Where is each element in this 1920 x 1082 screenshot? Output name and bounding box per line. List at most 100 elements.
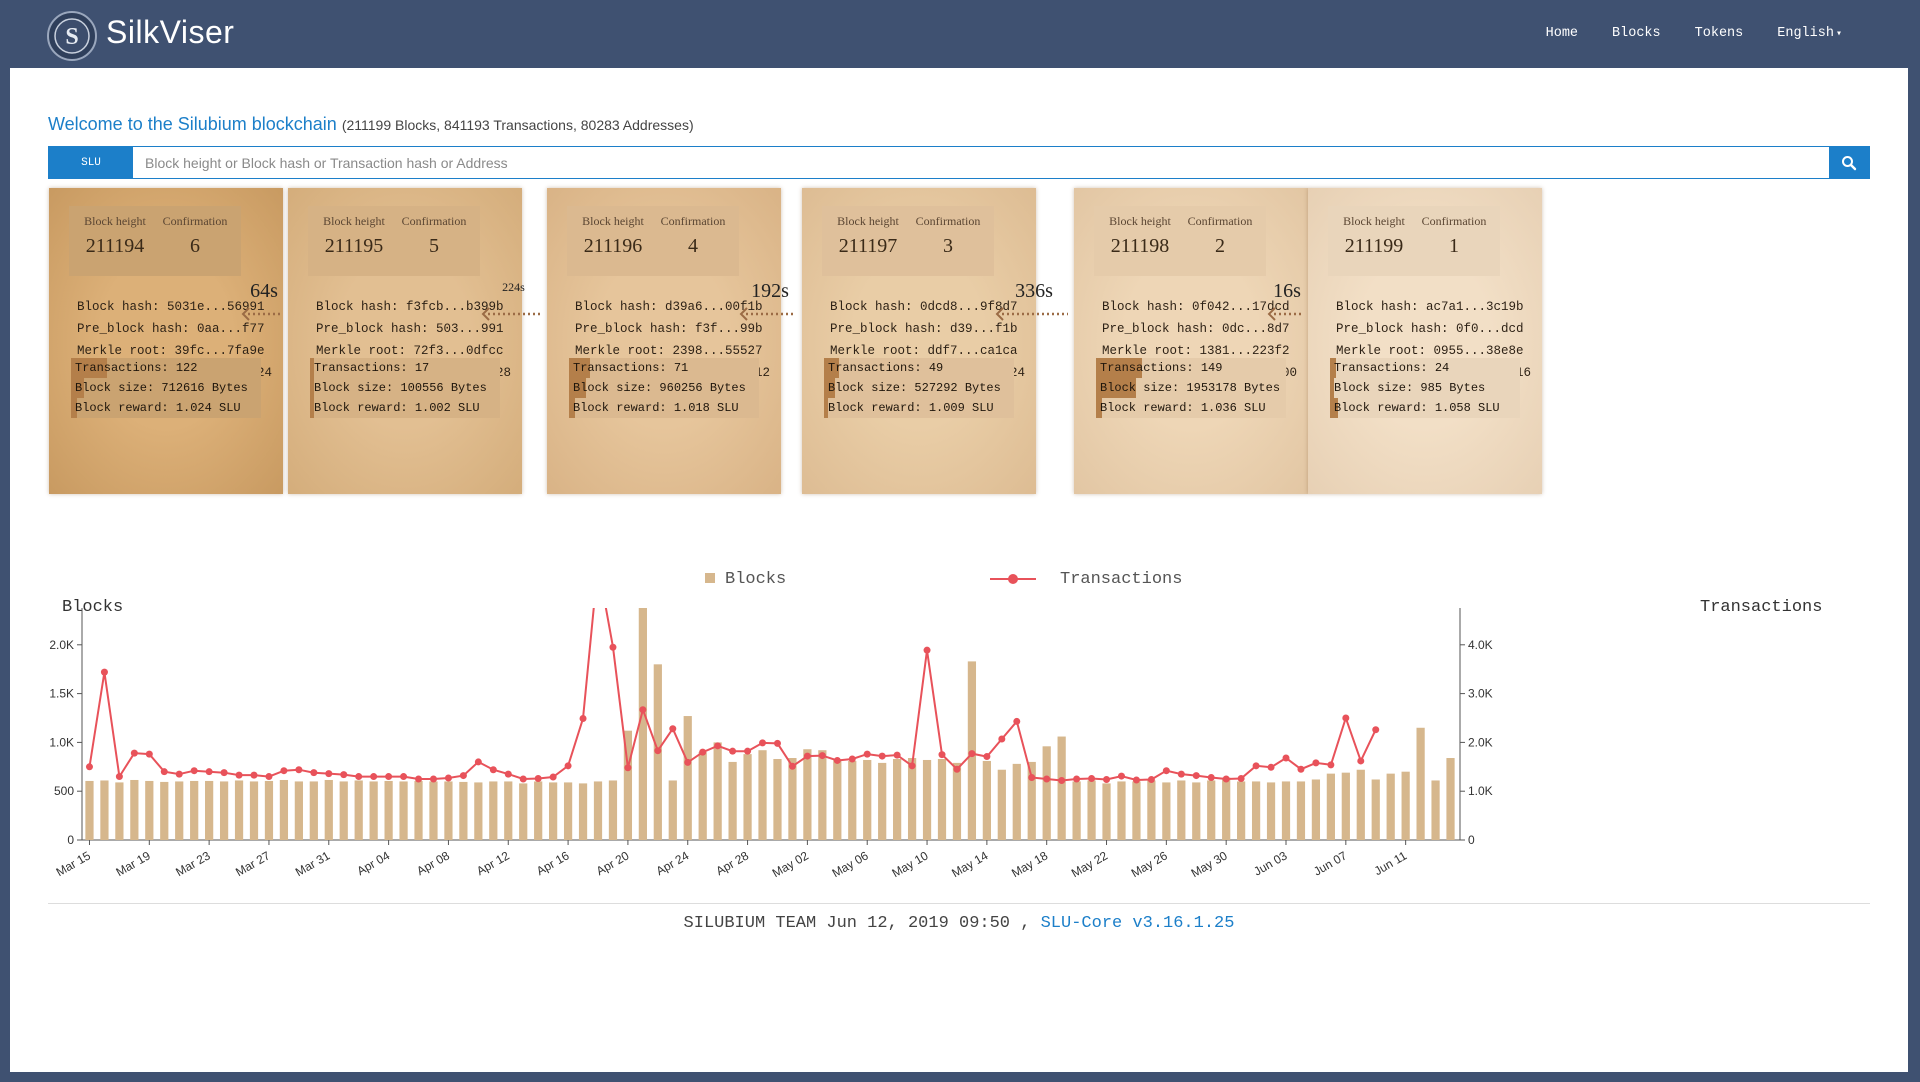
block-card[interactable]: Block height 211194 Confirmation 6 Block has… xyxy=(49,188,283,494)
footer-version-link[interactable]: SLU-Core v3.16.1.25 xyxy=(1040,914,1235,933)
block-hash[interactable]: Block hash: f3fcb...b399b xyxy=(316,300,504,314)
nav-tokens[interactable]: Tokens xyxy=(1694,26,1744,41)
block-card[interactable]: Block height 211196 Confirmation 4 Block has… xyxy=(547,188,781,494)
transactions-point xyxy=(998,735,1006,743)
block-hash[interactable]: Block hash: 0dcd8...9f8d7 xyxy=(830,300,1018,314)
blocks-bar xyxy=(459,781,468,840)
transactions-point xyxy=(444,774,452,782)
y-left-tick-label: 1.0K xyxy=(49,735,74,749)
block-card[interactable]: Block height 211195 Confirmation 5 Block has… xyxy=(288,188,522,494)
block-prev[interactable]: Pre_block hash: 0dc...8d7 xyxy=(1102,322,1290,336)
transactions-point xyxy=(474,758,482,766)
legend-bar-swatch xyxy=(705,573,715,583)
block-merkle: Merkle root: 72f3...0dfcc xyxy=(316,344,504,358)
block-tx-bar: Transactions: 24 xyxy=(1330,358,1520,378)
block-prev[interactable]: Pre_block hash: f3f...99b xyxy=(575,322,763,336)
block-height-box: Block height 211198 xyxy=(1094,206,1186,276)
blocks-bar xyxy=(788,758,797,840)
y-right-tick-label: 0 xyxy=(1468,833,1475,847)
block-height-value[interactable]: 211197 xyxy=(838,235,898,257)
block-card[interactable]: Block height 211197 Confirmation 3 Block has… xyxy=(802,188,1036,494)
transactions-point xyxy=(848,755,856,763)
confirmation-label: Confirmation xyxy=(660,214,726,228)
block-hash[interactable]: Block hash: ac7a1...3c19b xyxy=(1336,300,1524,314)
block-hash[interactable]: Block hash: d39a6...00f1b xyxy=(575,300,763,314)
blocks-bar xyxy=(1027,761,1036,840)
block-size-text: Block size: 960256 Bytes xyxy=(573,381,746,395)
block-prev[interactable]: Pre_block hash: 0aa...f77 xyxy=(77,322,265,336)
block-height-value[interactable]: 211195 xyxy=(324,235,384,257)
brand-name[interactable]: SilkViser xyxy=(106,14,235,50)
search-input[interactable] xyxy=(133,147,1829,178)
block-size-bar: Block size: 712616 Bytes xyxy=(71,378,261,398)
x-tick-label: May 22 xyxy=(1069,848,1110,880)
legend-line-swatch xyxy=(990,573,1036,584)
block-hash[interactable]: Block hash: 0f042...17dcd xyxy=(1102,300,1290,314)
block-reward-text: Block reward: 1.002 SLU xyxy=(314,401,480,415)
x-tick-label: May 06 xyxy=(830,848,871,880)
block-hash[interactable]: Block hash: 5031e...56991 xyxy=(77,300,265,314)
search-button[interactable] xyxy=(1829,147,1869,178)
block-height-value[interactable]: 211194 xyxy=(85,235,145,257)
block-height-value[interactable]: 211199 xyxy=(1344,235,1404,257)
transactions-point xyxy=(100,668,108,676)
x-tick-label: Apr 12 xyxy=(474,848,512,878)
blocks-bar xyxy=(1251,781,1261,840)
blocks-bar xyxy=(249,781,259,840)
block-height-label: Block height xyxy=(837,214,899,228)
legend-blocks[interactable]: Blocks xyxy=(705,570,786,589)
x-tick-label: Jun 03 xyxy=(1251,848,1289,878)
transactions-point xyxy=(1117,772,1125,780)
block-size-text: Block size: 527292 Bytes xyxy=(828,381,1001,395)
transactions-point xyxy=(400,773,408,781)
block-reward-bar: Block reward: 1.058 SLU xyxy=(1330,398,1520,418)
transactions-point xyxy=(1312,759,1320,767)
left-arrow-icon xyxy=(241,307,282,321)
block-prev[interactable]: Pre_block hash: 503...991 xyxy=(316,322,504,336)
coin-selector[interactable]: SLU xyxy=(49,147,133,178)
blocks-bar xyxy=(115,782,124,840)
block-prev[interactable]: Pre_block hash: 0f0...dcd xyxy=(1336,322,1524,336)
language-dropdown[interactable]: English ▾ xyxy=(1777,26,1842,41)
blocks-bar xyxy=(623,730,633,840)
block-reward-bar: Block reward: 1.009 SLU xyxy=(824,398,1014,418)
nav-home[interactable]: Home xyxy=(1545,26,1579,41)
block-reward-bar: Block reward: 1.036 SLU xyxy=(1096,398,1286,418)
blocks-bar xyxy=(1222,777,1231,840)
confirmation-value: 2 xyxy=(1215,235,1225,257)
nav-blocks[interactable]: Blocks xyxy=(1612,26,1661,41)
transactions-point xyxy=(1192,772,1200,780)
x-tick-label: Apr 16 xyxy=(534,848,572,878)
silkviser-logo-icon[interactable]: S xyxy=(46,10,98,62)
block-interval: 224s xyxy=(480,280,547,321)
y-right-tick-label: 2.0K xyxy=(1468,735,1493,749)
transactions-point xyxy=(340,771,348,779)
blocks-bar xyxy=(683,716,692,840)
y-left-tick-label: 1.5K xyxy=(49,687,74,701)
transactions-point xyxy=(549,773,557,781)
confirmation-box: Confirmation 4 xyxy=(647,206,739,276)
blocks-bar xyxy=(758,750,767,840)
blocks-bar xyxy=(1162,782,1171,840)
block-reward-bar: Block reward: 1.024 SLU xyxy=(71,398,261,418)
x-tick-label: Apr 20 xyxy=(594,848,632,878)
block-size-text: Block size: 100556 Bytes xyxy=(314,381,487,395)
transactions-point xyxy=(205,768,213,776)
blocks-bar xyxy=(279,779,289,840)
block-height-value[interactable]: 211198 xyxy=(1110,235,1170,257)
blocks-bar xyxy=(1266,782,1276,840)
block-height-value[interactable]: 211196 xyxy=(583,235,643,257)
main-content: Welcome to the Silubium blockchain (2111… xyxy=(10,68,1908,1072)
x-tick-label: May 10 xyxy=(889,848,930,880)
block-card[interactable]: Block height 211198 Confirmation 2 Block has… xyxy=(1074,188,1308,494)
blocks-bar xyxy=(1446,758,1455,840)
x-tick-label: Mar 31 xyxy=(293,848,333,879)
transactions-point xyxy=(1297,765,1305,773)
blocks-bar xyxy=(294,781,303,840)
legend-blocks-label: Blocks xyxy=(725,570,787,589)
block-card[interactable]: Block height 211199 Confirmation 1 Block has… xyxy=(1308,188,1542,494)
block-prev[interactable]: Pre_block hash: d39...f1b xyxy=(830,322,1018,336)
blocks-bar xyxy=(130,779,139,840)
legend-transactions[interactable]: Transactions xyxy=(988,570,1182,589)
transactions-point xyxy=(1372,726,1380,734)
